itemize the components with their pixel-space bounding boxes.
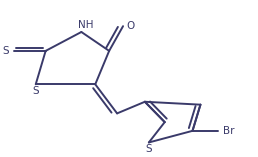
Text: O: O	[127, 21, 135, 31]
Text: S: S	[146, 144, 152, 154]
Text: S: S	[33, 86, 39, 96]
Text: S: S	[3, 46, 9, 56]
Text: NH: NH	[78, 20, 93, 30]
Text: Br: Br	[223, 126, 235, 136]
